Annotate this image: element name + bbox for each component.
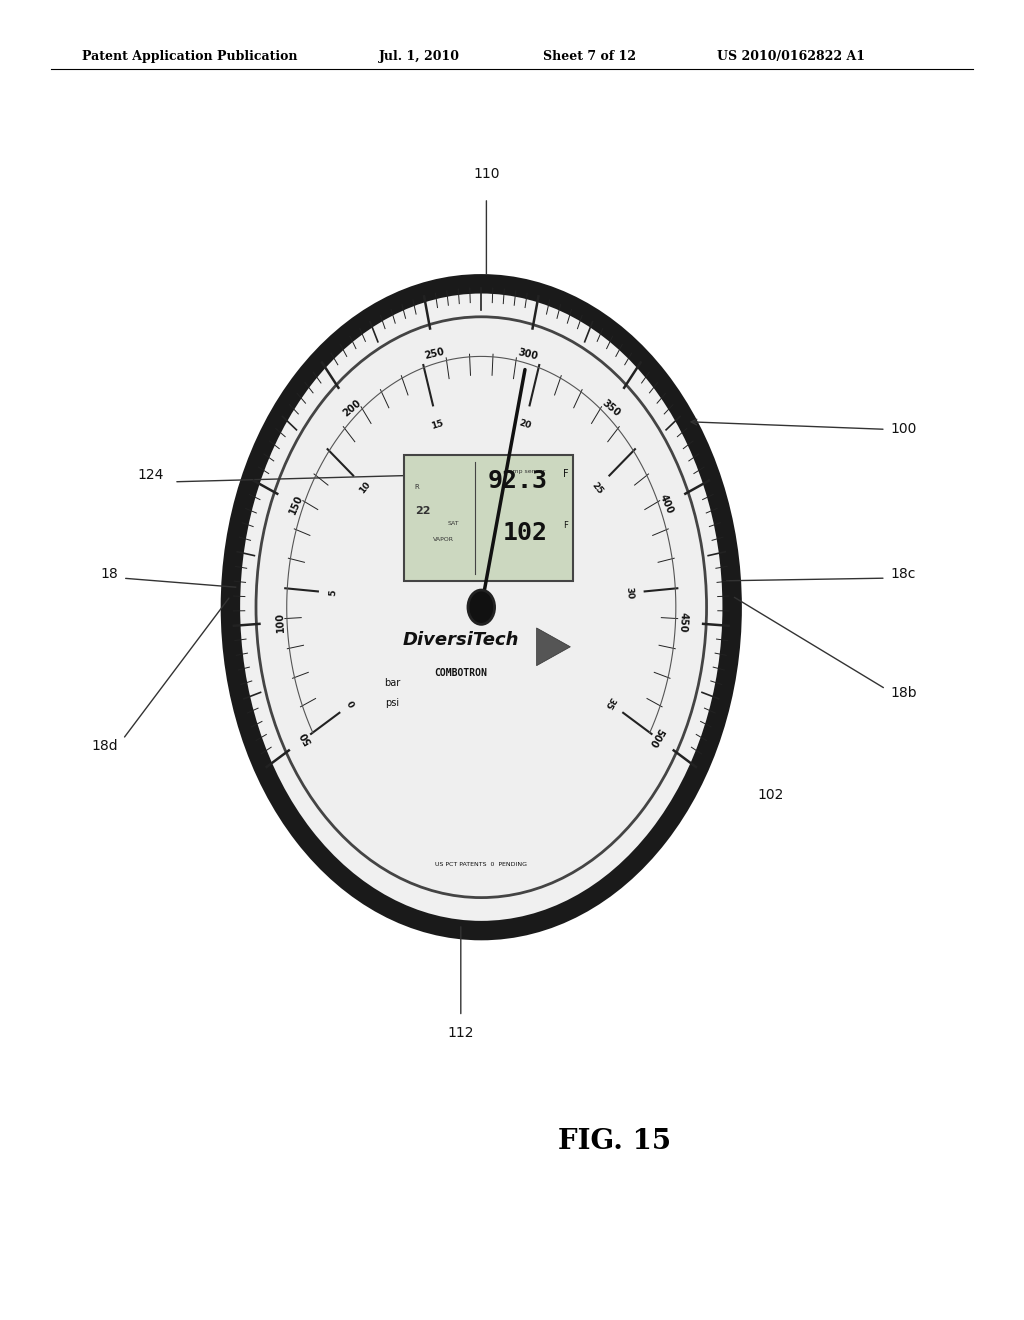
- Text: 200: 200: [341, 397, 362, 418]
- Text: 102: 102: [503, 520, 548, 545]
- Text: US 2010/0162822 A1: US 2010/0162822 A1: [717, 50, 865, 63]
- Text: F: F: [563, 520, 568, 529]
- Text: 124: 124: [137, 469, 164, 482]
- Text: US PCT PATENTS  0  PENDING: US PCT PATENTS 0 PENDING: [435, 862, 527, 867]
- Text: 100: 100: [274, 612, 286, 632]
- Text: 18d: 18d: [91, 739, 118, 752]
- Text: VAPOR: VAPOR: [433, 537, 455, 543]
- Text: 18: 18: [100, 568, 118, 581]
- Text: Jul. 1, 2010: Jul. 1, 2010: [379, 50, 460, 63]
- Text: DiversiTech: DiversiTech: [402, 631, 519, 649]
- Text: 18c: 18c: [891, 568, 916, 581]
- Text: 20: 20: [518, 418, 532, 430]
- Text: 10: 10: [357, 480, 373, 495]
- Text: Patent Application Publication: Patent Application Publication: [82, 50, 297, 63]
- Text: 350: 350: [600, 397, 622, 418]
- Circle shape: [468, 590, 495, 624]
- FancyBboxPatch shape: [404, 455, 573, 581]
- Text: 400: 400: [657, 492, 675, 516]
- Text: COMBOTRON: COMBOTRON: [434, 668, 487, 678]
- Text: 450: 450: [677, 612, 688, 632]
- Text: temp sensor: temp sensor: [507, 469, 546, 474]
- Text: 35: 35: [603, 696, 616, 710]
- Polygon shape: [537, 628, 570, 665]
- Text: bar: bar: [384, 678, 400, 688]
- Text: 5: 5: [329, 590, 338, 597]
- Text: 22: 22: [415, 506, 430, 516]
- Text: 300: 300: [517, 347, 539, 362]
- Text: SAT: SAT: [447, 521, 459, 527]
- Text: R: R: [415, 484, 420, 491]
- Text: 100: 100: [891, 422, 918, 437]
- Text: psi: psi: [385, 698, 399, 708]
- Text: 25: 25: [590, 480, 605, 495]
- Text: 110: 110: [473, 166, 500, 181]
- Text: 15: 15: [430, 418, 444, 430]
- Text: 92.3: 92.3: [487, 469, 548, 492]
- Text: 500: 500: [646, 726, 666, 748]
- Text: 18b: 18b: [891, 686, 918, 700]
- Circle shape: [256, 317, 707, 898]
- Text: 112: 112: [447, 1026, 474, 1040]
- Text: 250: 250: [424, 347, 445, 362]
- Text: 50: 50: [299, 729, 314, 746]
- Circle shape: [230, 284, 732, 931]
- Text: Sheet 7 of 12: Sheet 7 of 12: [543, 50, 636, 63]
- Text: FIG. 15: FIG. 15: [558, 1129, 671, 1155]
- Text: 150: 150: [288, 492, 305, 516]
- Text: 0: 0: [347, 698, 358, 708]
- Text: F: F: [563, 469, 568, 479]
- Text: 30: 30: [625, 586, 634, 599]
- Text: 102: 102: [758, 788, 784, 803]
